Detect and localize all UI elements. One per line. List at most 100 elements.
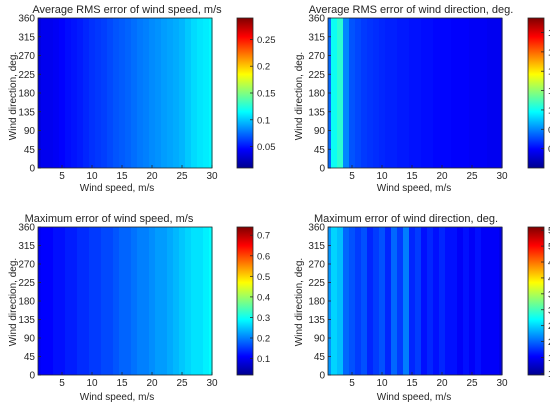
heatmap-cell — [209, 227, 213, 375]
heatmap-cell — [421, 227, 428, 375]
heatmap-cell — [113, 18, 120, 168]
y-tick-label: 225 — [308, 278, 325, 289]
y-tick-label: 360 — [308, 14, 325, 25]
heatmap-cell — [331, 18, 338, 168]
heatmap-cell — [373, 18, 380, 168]
y-tick-label: 90 — [314, 334, 326, 345]
heatmap-cell — [475, 227, 482, 375]
heatmap — [327, 17, 503, 169]
y-tick-label: 315 — [18, 32, 35, 43]
heatmap-cell — [349, 227, 356, 375]
heatmap-cell — [427, 227, 434, 375]
heatmap-cell — [391, 227, 398, 375]
colorbar-tick-label: 1.4 — [548, 67, 550, 78]
heatmap-cell — [125, 227, 132, 375]
panel-avg-rms-direction: Average RMS error of wind direction, deg… — [294, 4, 550, 194]
colorbar-tick-label: 0.8 — [548, 125, 550, 136]
heatmap-cell — [499, 227, 503, 375]
colorbar: 0.1 0.2 0.3 0.4 0.5 0.6 0.7 — [236, 226, 270, 376]
heatmap-cell — [421, 18, 428, 168]
heatmap-cell — [125, 18, 132, 168]
heatmap-cell — [385, 227, 392, 375]
colorbar-tick-label: 0.7 — [257, 231, 270, 242]
x-tick-label: 30 — [206, 378, 218, 389]
y-tick-label: 135 — [308, 107, 325, 118]
heatmap-cell — [445, 227, 452, 375]
heatmap-cell — [361, 227, 368, 375]
colorbar-tick-label: 0.5 — [257, 272, 270, 283]
y-ticks: 0 45 90 135 180 225 270 315 360 — [18, 223, 41, 382]
colorbar-tick-label: 1.5 — [548, 353, 550, 364]
y-tick-label: 0 — [319, 371, 325, 382]
heatmap-cell — [379, 227, 386, 375]
colorbar-tick-label: 4.5 — [548, 258, 550, 269]
heatmap-cell — [397, 18, 404, 168]
y-tick-label: 180 — [18, 89, 35, 100]
heatmap-cell — [149, 227, 156, 375]
y-tick-label: 135 — [18, 315, 35, 326]
heatmap-cell — [475, 18, 482, 168]
x-tick-label: 20 — [436, 378, 448, 389]
colorbar-tick-label: 0.15 — [257, 89, 276, 100]
heatmap-cell — [41, 18, 48, 168]
heatmap-cell — [77, 18, 84, 168]
colorbar-tick-label: 0.6 — [548, 144, 550, 155]
heatmap-cell — [463, 18, 470, 168]
heatmap-cell — [349, 18, 356, 168]
heatmap-cell — [161, 18, 168, 168]
heatmap-cell — [203, 18, 210, 168]
x-tick-label: 10 — [376, 171, 388, 182]
colorbar-tick-label: 0.1 — [257, 354, 270, 365]
heatmap-cell — [415, 18, 422, 168]
heatmap-cell — [343, 227, 350, 375]
heatmap-cell — [373, 227, 380, 375]
heatmap — [327, 226, 503, 376]
x-ticks: 5 10 15 20 25 30 — [59, 372, 218, 389]
heatmap-cell — [499, 18, 503, 168]
heatmap-cell — [367, 18, 374, 168]
heatmap-cell — [179, 18, 186, 168]
heatmap-cell — [391, 18, 398, 168]
heatmap-cell — [197, 18, 204, 168]
heatmap-cell — [457, 18, 464, 168]
heatmap-cell — [155, 18, 162, 168]
colorbar-tick-label: 1.8 — [548, 28, 550, 39]
y-axis-label: Wind direction, deg. — [8, 258, 19, 346]
heatmap-cell — [191, 227, 198, 375]
heatmap-cell — [167, 227, 174, 375]
heatmap-cell — [53, 18, 60, 168]
heatmap-cell — [107, 227, 114, 375]
heatmap-cell — [173, 18, 180, 168]
y-tick-label: 360 — [18, 14, 35, 25]
colorbar-gradient — [236, 226, 254, 376]
heatmap-cell — [331, 227, 338, 375]
x-axis-label: Wind speed, m/s — [377, 183, 451, 194]
heatmap-cell — [451, 227, 458, 375]
colorbar-tick-label: 0.2 — [257, 334, 270, 345]
heatmap-cell — [469, 227, 476, 375]
y-tick-label: 315 — [308, 241, 325, 252]
heatmap-cell — [83, 18, 90, 168]
x-tick-label: 5 — [349, 171, 355, 182]
y-tick-label: 135 — [18, 107, 35, 118]
colorbar-tick-label: 0.05 — [257, 142, 276, 153]
heatmap-cell — [77, 227, 84, 375]
heatmap-cell — [409, 18, 416, 168]
x-tick-label: 25 — [466, 171, 478, 182]
colorbar-tick-label: 3.5 — [548, 289, 550, 300]
colorbar-gradient — [527, 17, 545, 169]
heatmap-cell — [59, 18, 66, 168]
colorbar-tick-label: 0.3 — [257, 313, 270, 324]
heatmap-cell — [469, 18, 476, 168]
x-axis-label: Wind speed, m/s — [377, 392, 451, 403]
heatmap-cell — [47, 18, 54, 168]
heatmap-cell — [89, 227, 96, 375]
heatmap-cell — [361, 18, 368, 168]
colorbar: 0.05 0.1 0.15 0.2 0.25 — [236, 17, 276, 169]
heatmap-cell — [89, 18, 96, 168]
heatmap-cell — [493, 227, 500, 375]
heatmap-cell — [203, 227, 210, 375]
heatmap-cell — [185, 227, 192, 375]
